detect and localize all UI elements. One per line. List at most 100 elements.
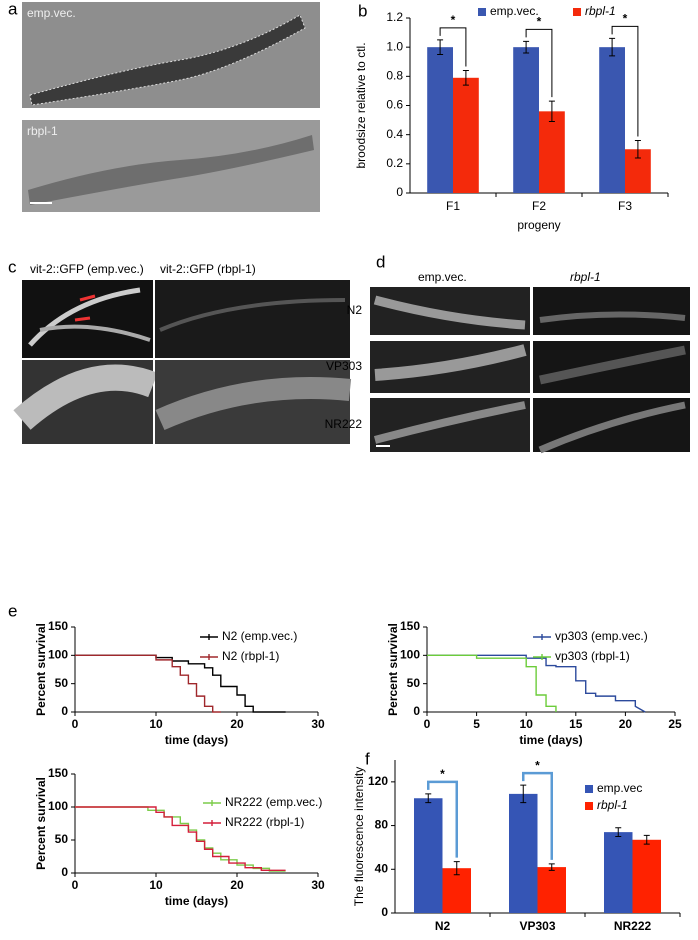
legend-label: emp.vec [597,781,642,795]
y-tick-label: 0 [61,704,68,718]
column-label: emp.vec. [418,270,467,284]
error-bar [634,140,641,159]
significance-bracket [439,27,467,67]
x-tick-label: N2 [435,919,451,933]
error-bar [548,100,555,123]
error-bar [609,37,616,57]
image-label: vit-2::GFP (rbpl-1) [160,262,256,276]
bar [414,798,443,913]
panel-d-images [370,287,690,454]
legend-swatch [585,785,593,793]
panel-label: d [376,252,385,271]
micrograph [533,287,690,335]
error-bar [520,784,527,804]
error-bar [643,834,650,845]
x-tick-label: 25 [668,717,682,731]
x-tick-label: 30 [311,717,325,731]
y-tick-label: 0 [396,185,403,199]
x-tick-label: 20 [230,878,244,892]
panel-label: c [8,257,17,276]
x-axis-label: time (days) [165,894,228,908]
y-axis-label: Percent survival [34,623,48,716]
x-tick-label: 5 [473,717,480,731]
significance-label: * [537,15,542,29]
legend-label: vp303 (emp.vec.) [555,629,648,643]
panel-label: b [358,1,367,20]
x-tick-label: F1 [446,199,460,213]
y-tick-label: 80 [375,818,389,832]
legend-label: N2 (rbpl-1) [222,649,279,663]
x-tick-label: 0 [72,878,79,892]
y-tick-label: 50 [55,676,69,690]
x-axis-label: time (days) [165,733,228,747]
error-bar [462,70,469,86]
x-tick-label: 30 [311,878,325,892]
x-tick-label: NR222 [614,919,652,933]
bar [442,868,471,913]
significance-bracket [427,780,458,858]
worm [374,344,527,381]
x-tick-label: 0 [72,717,79,731]
bar [599,47,625,193]
y-tick-label: 100 [48,648,68,662]
significance-bracket [611,25,639,137]
worm [373,295,526,330]
significance-bracket [522,771,553,860]
panel-label: f [365,749,370,768]
error-bar [615,827,622,837]
y-tick-label: 0 [61,865,68,879]
x-tick-label: VP303 [519,919,555,933]
survival-curve [75,654,286,713]
x-tick-label: F2 [532,199,546,213]
y-tick-label: 100 [400,648,420,662]
legend-label: emp.vec. [490,4,539,18]
panel-label: a [8,0,18,18]
significance-label: * [535,758,540,772]
error-bar [437,39,444,55]
x-axis-label: progeny [517,218,560,232]
legend-label: NR222 (rbpl-1) [225,815,304,829]
y-tick-label: 1.2 [386,10,403,24]
panel-a-images [22,2,320,212]
error-bar [548,863,555,871]
y-tick-label: 0 [413,704,420,718]
worm [13,364,158,430]
error-bar [425,793,432,804]
column-label: rbpl-1 [570,270,601,284]
y-tick-label: 0.6 [386,98,403,112]
image-label: rbpl-1 [27,124,58,138]
y-tick-label: 50 [55,832,69,846]
arrow [74,294,96,322]
y-tick-label: 150 [400,619,420,633]
x-axis-label: time (days) [519,733,582,747]
image-label: emp.vec. [27,6,76,20]
survival-curve [75,654,221,713]
panel-label: e [8,601,17,620]
bar [604,832,633,913]
y-tick-label: 0.4 [386,127,403,141]
y-tick-label: 50 [407,676,421,690]
worm [373,401,526,444]
bar [632,839,661,913]
bar [539,111,565,193]
x-tick-label: 20 [230,717,244,731]
x-tick-label: 0 [424,717,431,731]
error-bar [453,861,460,876]
survival-curve [75,806,286,872]
error-bar [523,40,530,54]
y-tick-label: 40 [375,861,389,875]
survival-curve [427,654,646,713]
panel-c-images [13,280,352,444]
x-tick-label: 10 [149,878,163,892]
significance-label: * [451,13,456,27]
y-axis-label: broodsize relative to ctl. [354,42,368,168]
x-tick-label: 10 [520,717,534,731]
worm [159,298,346,332]
worm [29,14,306,106]
x-tick-label: 15 [569,717,583,731]
legend-label: NR222 (emp.vec.) [225,795,322,809]
bar [537,867,566,913]
x-tick-label: F3 [618,199,632,213]
legend-swatch [585,802,593,810]
